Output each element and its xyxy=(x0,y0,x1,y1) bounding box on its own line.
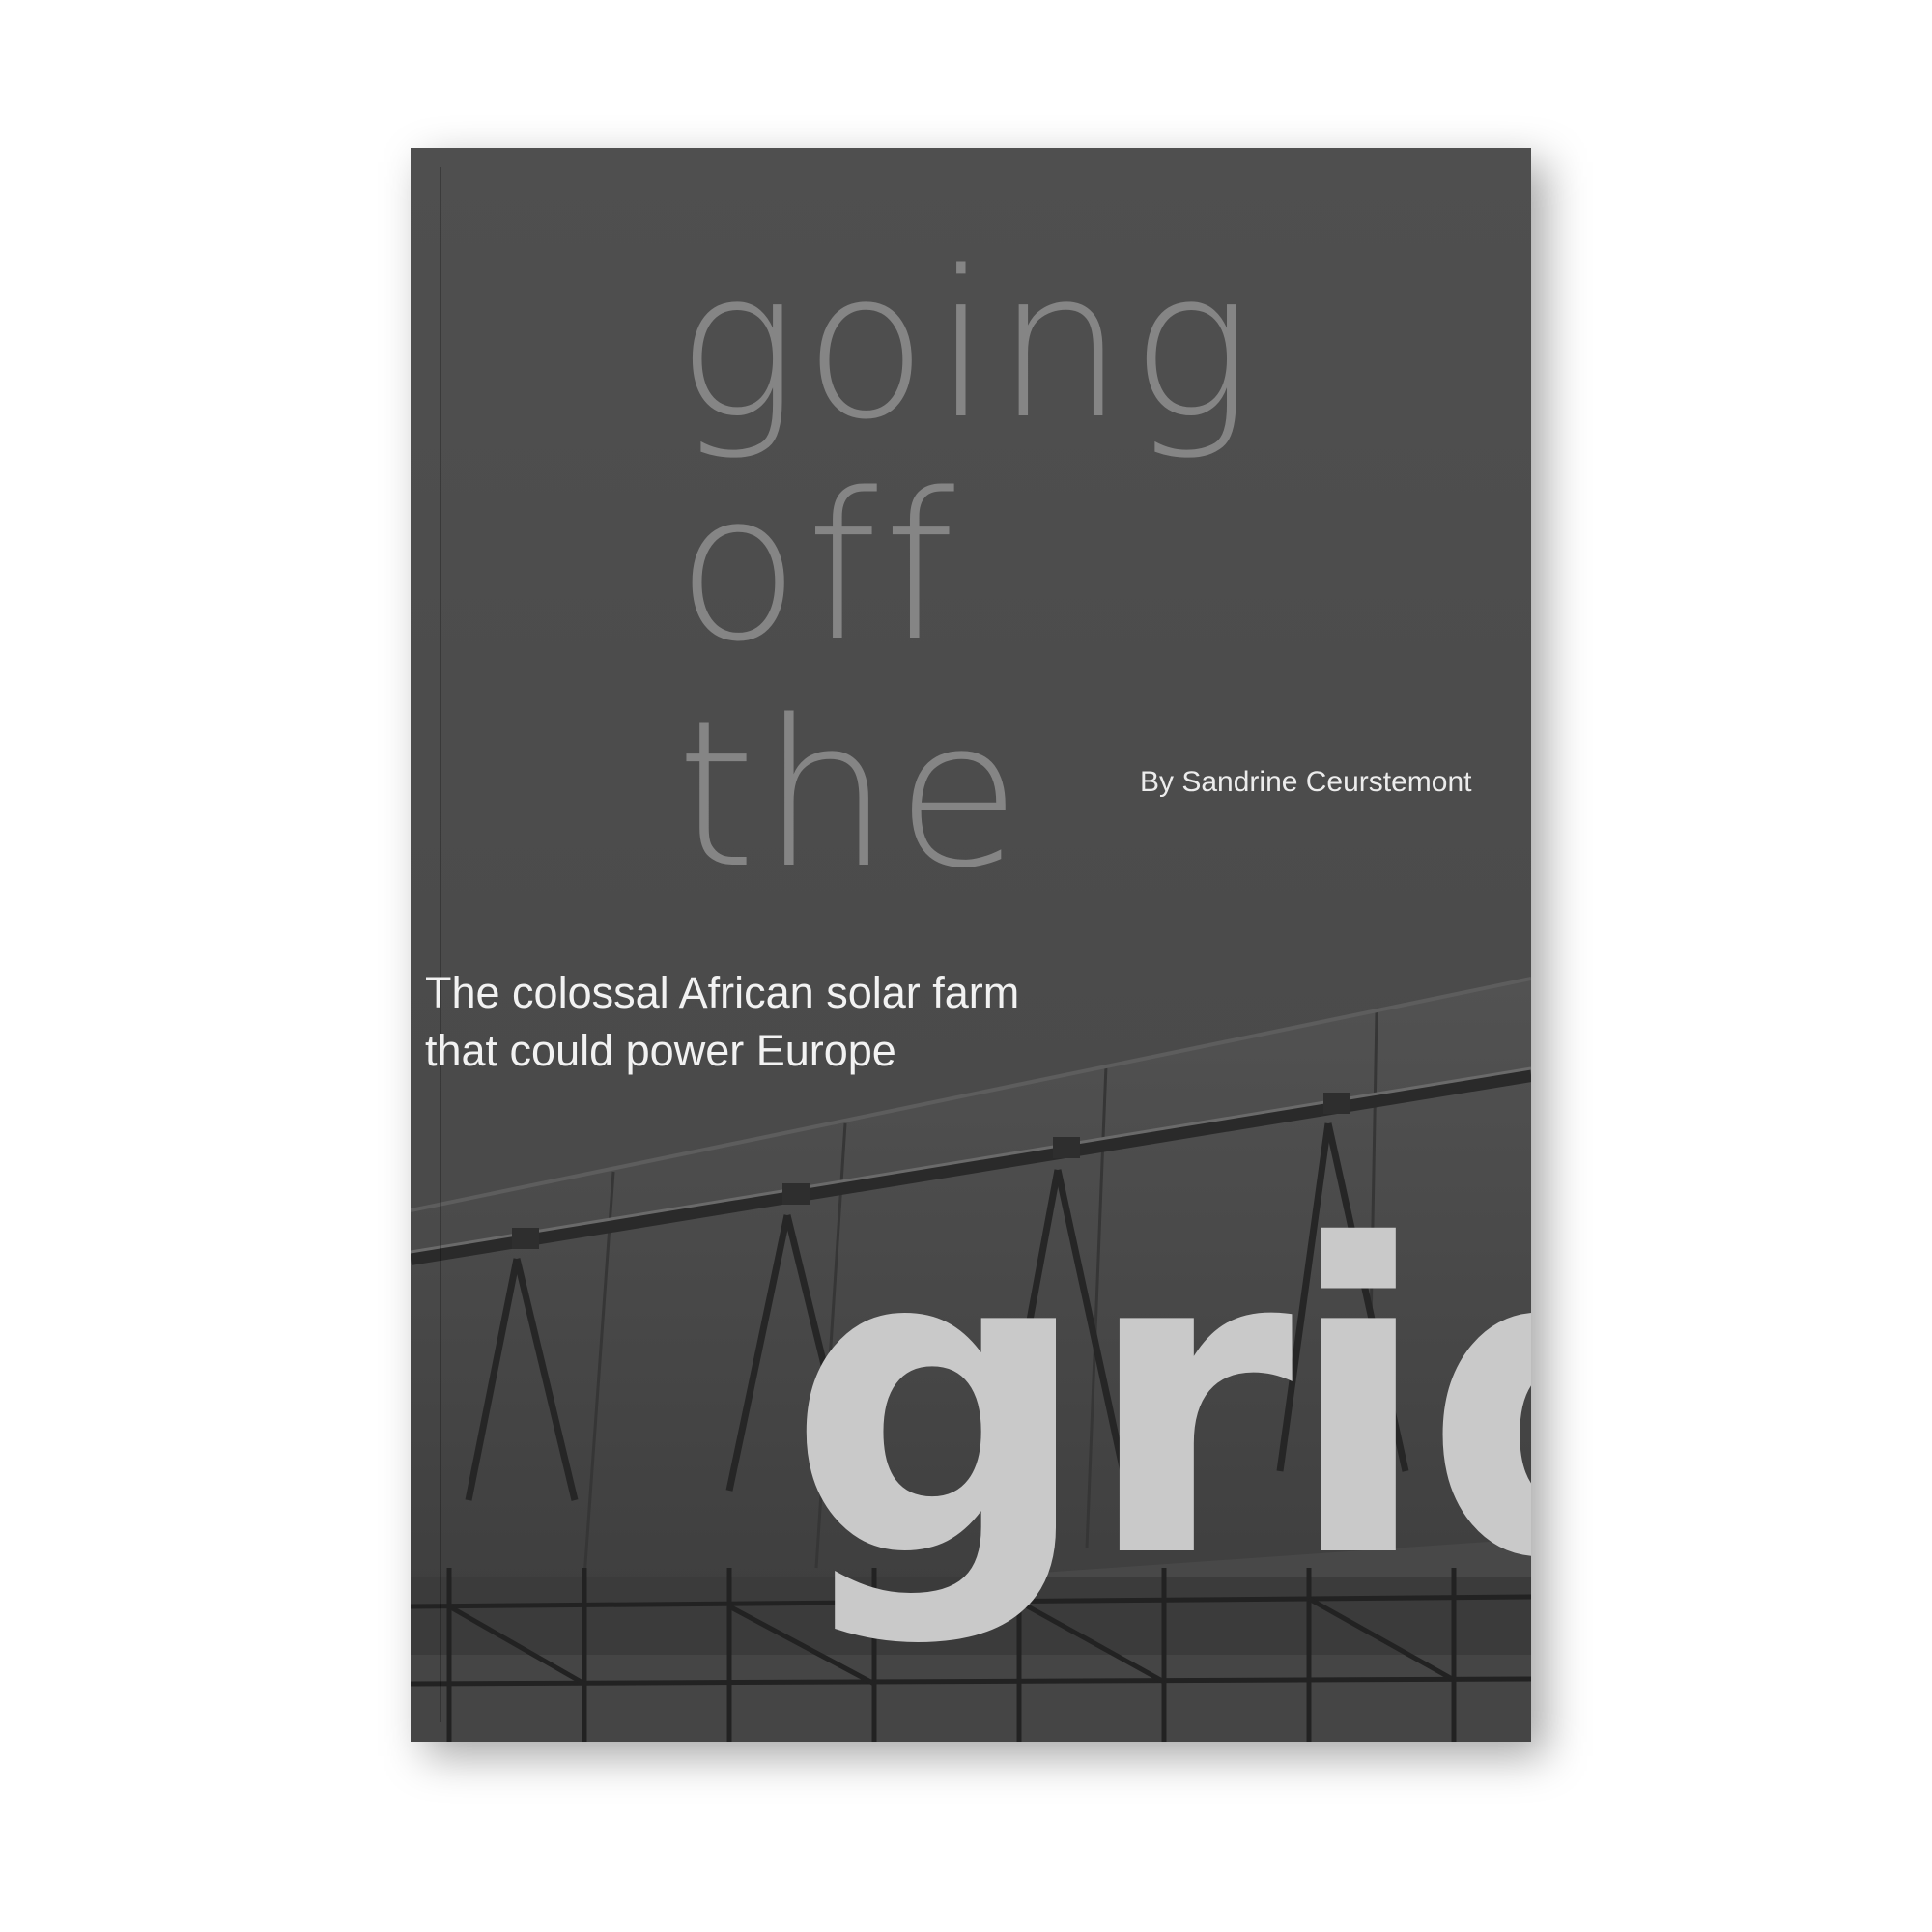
title-line-off: off xyxy=(676,449,961,686)
magazine-cover: going off the By Sandrine Ceurstemont Th… xyxy=(411,148,1531,1742)
subtitle-line-2: that could power Europe xyxy=(425,1026,896,1075)
subtitle-line-1: The colossal African solar farm xyxy=(425,968,1020,1017)
title-line-going: going xyxy=(676,227,1258,464)
solar-farm-photo xyxy=(411,148,1531,1742)
spine-crease xyxy=(440,167,441,1722)
author-byline: By Sandrine Ceurstemont xyxy=(1140,766,1472,798)
title-line-the: the xyxy=(676,676,1027,913)
title-emphasis-grid: grid xyxy=(787,1156,1531,1651)
subtitle: The colossal African solar farm that cou… xyxy=(425,964,1019,1080)
